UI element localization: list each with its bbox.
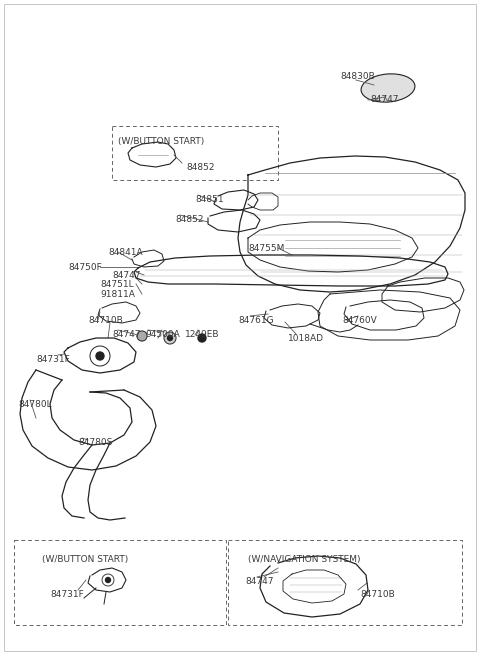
Text: (W/BUTTON START): (W/BUTTON START) <box>42 555 128 564</box>
Text: 84760V: 84760V <box>342 316 377 325</box>
Circle shape <box>106 578 110 582</box>
Text: 84780S: 84780S <box>78 438 112 447</box>
Circle shape <box>102 574 114 586</box>
Text: 84710B: 84710B <box>360 590 395 599</box>
Circle shape <box>198 334 206 342</box>
Text: (W/NAVIGATION SYSTEM): (W/NAVIGATION SYSTEM) <box>248 555 360 564</box>
Text: 84851: 84851 <box>195 195 224 204</box>
Text: 84761G: 84761G <box>238 316 274 325</box>
Text: 84852: 84852 <box>186 163 215 172</box>
Text: 84747: 84747 <box>112 271 141 280</box>
Text: 84841A: 84841A <box>108 248 143 257</box>
Text: 84755M: 84755M <box>248 244 284 253</box>
Text: 91811A: 91811A <box>100 290 135 299</box>
Bar <box>228 540 462 625</box>
Text: 84710B: 84710B <box>88 316 123 325</box>
Text: 1018AD: 1018AD <box>288 334 324 343</box>
Text: 84830B: 84830B <box>340 72 375 81</box>
Bar <box>112 126 278 180</box>
Text: 84780L: 84780L <box>18 400 52 409</box>
Circle shape <box>90 346 110 366</box>
Text: 84731F: 84731F <box>50 590 84 599</box>
Text: 84852: 84852 <box>175 215 204 224</box>
Text: 84731F: 84731F <box>36 355 70 364</box>
Circle shape <box>168 335 172 341</box>
Text: 84750F: 84750F <box>68 263 102 272</box>
Text: 1249EB: 1249EB <box>185 330 219 339</box>
Bar <box>14 540 226 625</box>
Circle shape <box>137 331 147 341</box>
Text: 84751L: 84751L <box>100 280 133 289</box>
Text: 84747: 84747 <box>245 577 274 586</box>
Text: (W/BUTTON START): (W/BUTTON START) <box>118 137 204 146</box>
Text: 84747: 84747 <box>112 330 141 339</box>
Circle shape <box>96 352 104 360</box>
Text: 94500A: 94500A <box>145 330 180 339</box>
Text: 84747: 84747 <box>370 95 398 104</box>
Circle shape <box>164 332 176 344</box>
Ellipse shape <box>361 74 415 102</box>
